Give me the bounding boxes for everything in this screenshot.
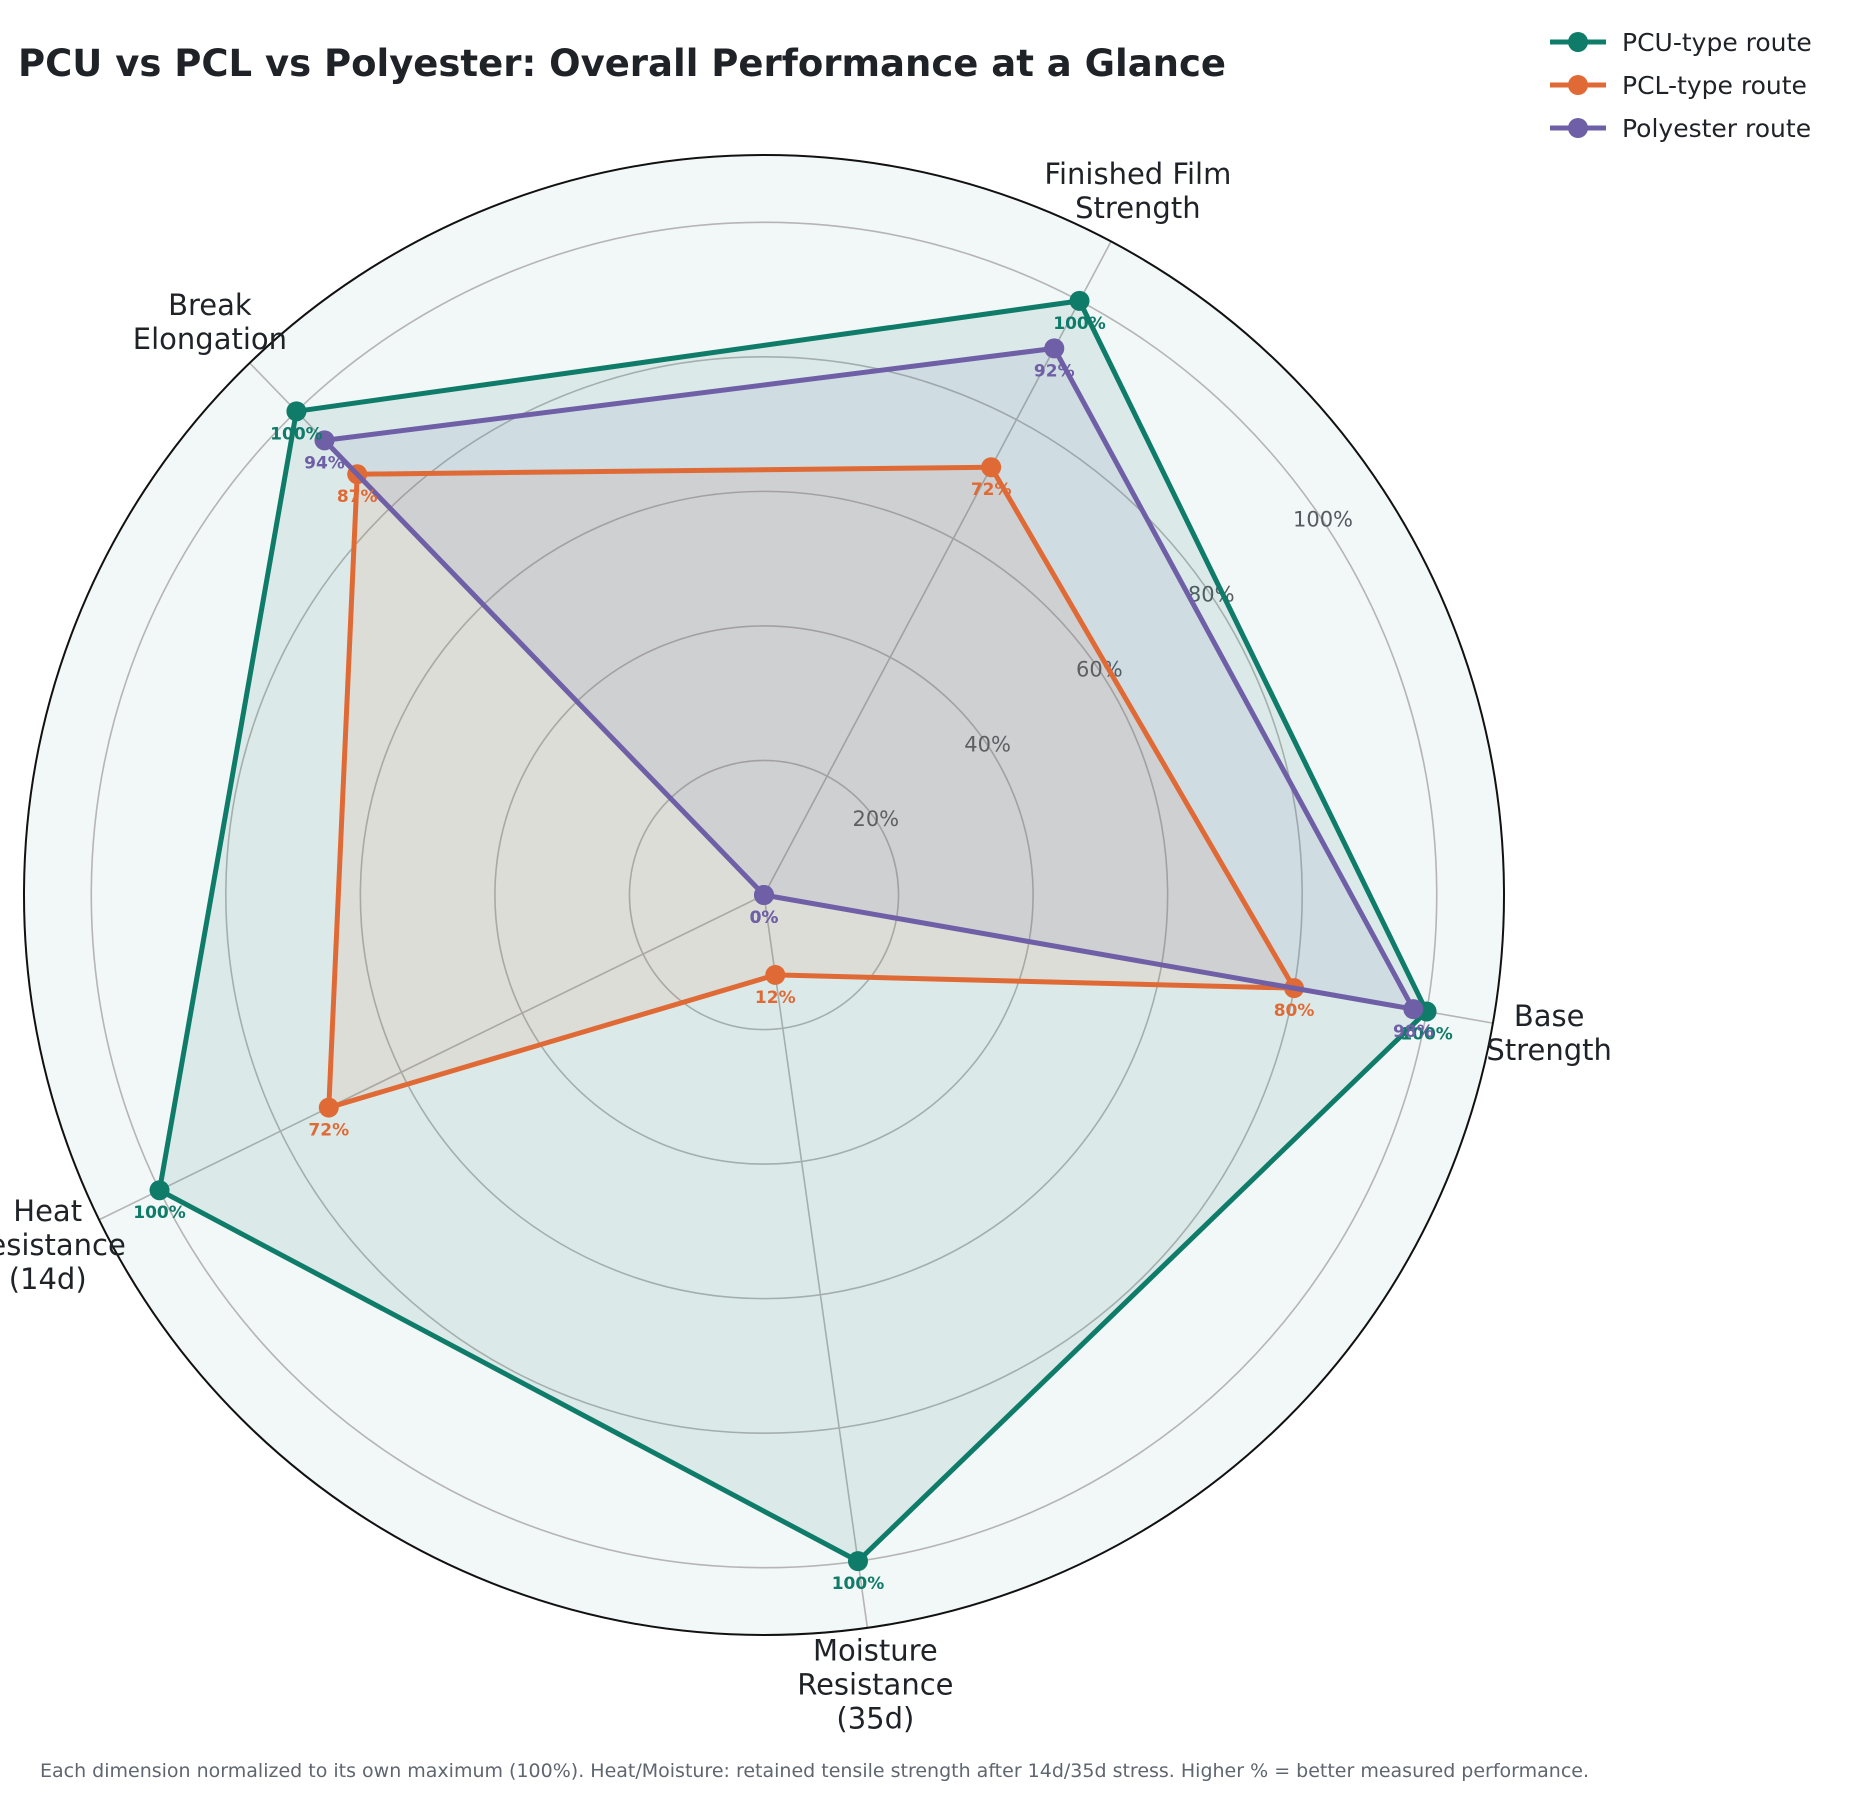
data-label: 92% <box>1034 361 1075 381</box>
data-label: 0% <box>750 908 779 928</box>
grid-circle <box>90 221 1438 1569</box>
data-label: 0% <box>750 908 779 928</box>
grid-spoke <box>763 894 869 1628</box>
series-fill <box>324 348 1414 1010</box>
data-label: 100% <box>270 424 323 444</box>
axis-label: Base Strength <box>1486 999 1611 1067</box>
data-label: 80% <box>1274 1001 1315 1021</box>
series-line <box>157 298 1430 1564</box>
data-point <box>1044 338 1065 359</box>
grid-spoke <box>98 894 765 1221</box>
axis-label: Moisture Resistance (35d) <box>797 1633 953 1735</box>
grid-circle <box>359 490 1169 1300</box>
plot-outline <box>23 154 1505 1636</box>
data-label: 98% <box>1393 1022 1434 1042</box>
data-label: 72% <box>971 480 1012 500</box>
data-label: 87% <box>337 487 378 507</box>
radial-tick-label: 100% <box>1293 508 1353 532</box>
grid-circle <box>628 759 900 1031</box>
radial-tick-label: 40% <box>964 732 1011 756</box>
data-point <box>314 430 335 451</box>
data-point <box>1403 999 1424 1020</box>
data-point <box>1069 290 1090 311</box>
data-point <box>765 964 786 985</box>
data-point <box>286 401 307 422</box>
legend-marker <box>1568 118 1588 138</box>
axis-label: Finished Film Strength <box>1044 157 1231 225</box>
axis-label: Break Elongation <box>133 288 287 356</box>
legend-marker <box>1568 32 1588 52</box>
radial-tick-label: 20% <box>852 807 899 831</box>
legend-label: PCU-type route <box>1622 28 1812 57</box>
data-label: 100% <box>1400 1024 1453 1044</box>
grid-circle <box>494 625 1034 1165</box>
data-label: 100% <box>133 1203 186 1223</box>
data-label: 100% <box>832 1574 885 1594</box>
data-label: 72% <box>308 1121 349 1141</box>
plot-area: 20%40%60%80%100%100%100%100%100%100%80%7… <box>0 154 1612 1735</box>
legend-marker <box>1568 75 1588 95</box>
grid-circle <box>225 356 1303 1434</box>
axis-label: HeatResistance(14d) <box>0 1194 126 1296</box>
data-point <box>981 457 1002 478</box>
chart-footnote: Each dimension normalized to its own max… <box>40 1760 1589 1782</box>
data-point <box>754 885 774 905</box>
data-label: 94% <box>304 453 345 473</box>
legend-label: PCL-type route <box>1622 71 1807 100</box>
series-line <box>326 464 1297 1111</box>
legend-label: Polyester route <box>1622 114 1811 143</box>
data-point <box>318 1097 339 1118</box>
data-label: 12% <box>755 988 796 1008</box>
data-point <box>149 1180 170 1201</box>
legend: PCU-type route PCL-type route Polyester ro… <box>1550 28 1812 143</box>
chart-title: PCU vs PCL vs Polyester: Overall Perform… <box>18 42 1226 85</box>
data-point <box>847 1551 868 1572</box>
series-fill <box>159 300 1427 1562</box>
data-label: 100% <box>1053 314 1106 334</box>
